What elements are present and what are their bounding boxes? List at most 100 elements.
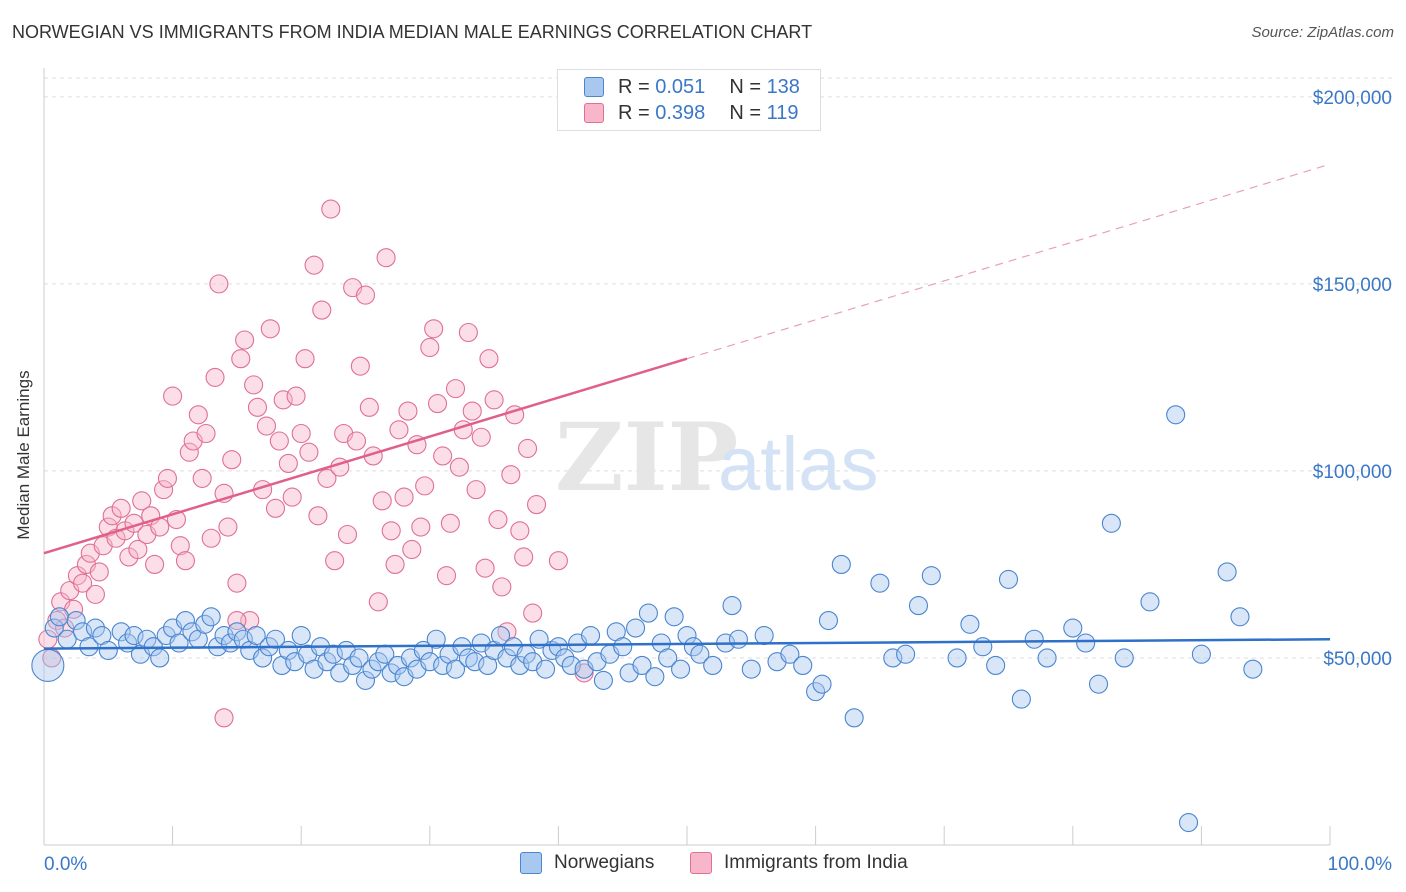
point-norwegians (722, 596, 742, 616)
series-legend: Norwegians Immigrants from India (0, 852, 1406, 878)
point-india (526, 495, 547, 515)
point-india (337, 524, 358, 545)
point-india (488, 509, 508, 530)
point-india (201, 528, 221, 548)
point-norwegians (1076, 633, 1096, 653)
legend-swatch-norwegians (584, 77, 604, 97)
point-india (402, 539, 422, 560)
n-value-norwegians: 138 (766, 75, 800, 98)
point-india (385, 554, 405, 574)
point-india (269, 431, 289, 451)
r-value-india: 0.398 (655, 101, 706, 124)
point-norwegians (124, 625, 144, 646)
point-india (286, 386, 306, 406)
point-norwegians (535, 659, 556, 679)
point-india (484, 390, 504, 410)
point-norwegians (754, 625, 774, 646)
y-tick-label: $200,000 (1313, 88, 1392, 109)
point-india (218, 517, 238, 537)
point-india (188, 405, 208, 425)
point-norwegians (1166, 405, 1186, 425)
r-label: R = (618, 75, 650, 98)
point-norwegians (908, 596, 929, 616)
point-india (163, 386, 183, 406)
r-label: R = (618, 101, 650, 124)
point-india (359, 397, 379, 417)
y-tick-label: $50,000 (1323, 649, 1392, 670)
legend-row-india: R = 0.398 N = 119 (584, 101, 798, 125)
point-india (89, 562, 109, 582)
point-norwegians (986, 655, 1006, 675)
point-india (501, 465, 521, 485)
trend-line-norwegians (43, 638, 1331, 650)
point-norwegians (818, 611, 839, 631)
point-norwegians (806, 682, 826, 702)
point-norwegians (253, 648, 273, 668)
point-india (256, 416, 277, 436)
point-india (514, 547, 534, 567)
point-norwegians (690, 644, 710, 664)
point-india (471, 427, 491, 447)
point-norwegians (44, 618, 64, 638)
point-norwegians (548, 637, 568, 657)
point-norwegians (1191, 644, 1211, 664)
point-norwegians (998, 569, 1019, 589)
point-norwegians (973, 637, 993, 657)
trend-line-india (43, 357, 688, 555)
point-norwegians (831, 554, 851, 574)
point-norwegians (510, 655, 530, 675)
point-india (411, 517, 431, 537)
point-norwegians (1114, 648, 1134, 668)
point-india (458, 322, 478, 343)
point-norwegians (98, 640, 118, 661)
source-label: Source: ZipAtlas.com (1251, 24, 1394, 41)
point-india (312, 300, 332, 320)
point-norwegians (362, 659, 382, 679)
watermark-atlas: atlas (718, 422, 879, 507)
legend-swatch (690, 852, 712, 874)
point-norwegians (728, 629, 748, 649)
point-norwegians (703, 655, 723, 675)
point-india (492, 577, 512, 597)
point-norwegians (960, 614, 980, 634)
point-norwegians (1088, 674, 1109, 694)
point-norwegians (227, 622, 247, 642)
point-india (510, 521, 530, 541)
point-india (282, 487, 302, 507)
point-india (227, 611, 247, 631)
point-india (175, 551, 196, 571)
y-tick-label: $100,000 (1313, 462, 1392, 483)
point-india (381, 521, 401, 541)
point-india (440, 513, 460, 533)
point-norwegians (793, 655, 813, 675)
n-value-india: 119 (766, 101, 799, 124)
point-india (308, 506, 328, 526)
point-india (244, 375, 264, 395)
point-norwegians (79, 637, 99, 657)
point-india (389, 420, 409, 440)
point-norwegians (1217, 562, 1237, 582)
point-norwegians (664, 607, 684, 627)
point-india (436, 566, 457, 586)
point-norwegians (66, 611, 86, 631)
watermark-zip: ZIP (555, 403, 738, 513)
stats-legend: R = 0.051 N = 138 R = 0.398 N = 119 (557, 69, 821, 131)
point-india (273, 390, 293, 410)
point-norwegians (561, 655, 581, 675)
point-india (398, 401, 418, 421)
point-india (145, 554, 165, 574)
n-label: N = (729, 75, 761, 98)
point-india (278, 453, 298, 473)
point-norwegians (291, 625, 311, 646)
point-norwegians (645, 667, 665, 687)
point-norwegians (433, 655, 453, 675)
point-norwegians (844, 708, 864, 728)
x-tick-label: 100.0% (1328, 854, 1393, 875)
point-india (170, 536, 190, 556)
point-india (420, 337, 440, 358)
legend-swatch-india (584, 103, 604, 123)
point-india (47, 611, 67, 631)
point-norwegians (1140, 592, 1160, 612)
point-norwegians (921, 566, 941, 586)
point-norwegians (1024, 629, 1044, 649)
